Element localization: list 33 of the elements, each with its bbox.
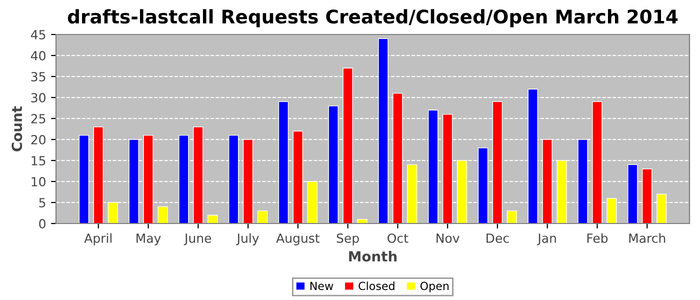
y-tick-label: 5 — [39, 198, 46, 208]
y-tick-label: 15 — [32, 156, 46, 166]
x-tick-label: Feb — [587, 233, 608, 243]
bar — [158, 206, 168, 224]
bar — [506, 210, 518, 224]
chart-title: drafts-lastcall Requests Created/Closed/Open March 2014 — [68, 9, 678, 28]
bar — [257, 210, 268, 224]
y-tick-label: 20 — [31, 134, 46, 144]
x-axis-title: Month — [349, 250, 397, 262]
legend-label: New — [310, 282, 334, 290]
y-tick-label: 40 — [30, 50, 46, 60]
x-tick-label: June — [184, 234, 212, 246]
y-axis-title: Count — [12, 106, 22, 152]
x-tick-label: Jan — [537, 234, 556, 246]
y-tick-label: 45 — [30, 30, 46, 40]
y-tick-label: 25 — [31, 114, 46, 124]
x-tick-label: Nov — [436, 234, 460, 243]
legend-label: Closed — [358, 282, 394, 290]
y-tick-label: 10 — [32, 176, 46, 186]
x-tick-label: Sep — [336, 233, 359, 246]
x-tick-label: Dec — [486, 234, 509, 243]
y-tick-label: 30 — [31, 92, 46, 102]
x-tick-label: May — [136, 234, 161, 246]
x-tick-label: April — [84, 233, 112, 246]
x-tick-label: March — [629, 233, 666, 243]
bar — [208, 214, 218, 224]
y-tick-label: 35 — [31, 72, 46, 82]
x-tick-label: July — [236, 233, 259, 246]
y-tick-label: 0 — [39, 218, 46, 228]
x-tick-label: August — [276, 234, 320, 246]
legend-label: Open — [420, 282, 449, 292]
bar — [357, 218, 368, 224]
x-tick-label: Oct — [388, 233, 408, 243]
